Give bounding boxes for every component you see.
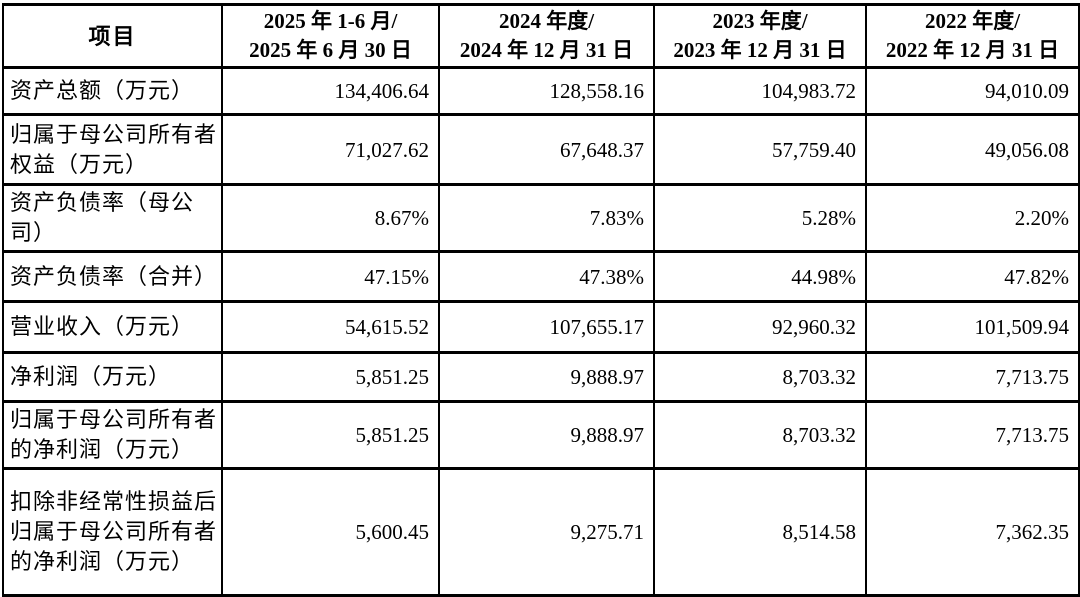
- row-value: 94,010.09: [865, 66, 1080, 116]
- table-row-debt-ratio-consolidated: 资产负债率（合并） 47.15% 47.38% 44.98% 47.82%: [2, 250, 1080, 303]
- row-value: 5,851.25: [221, 351, 440, 403]
- row-value: 8,703.32: [653, 400, 867, 470]
- row-value: 8,514.58: [653, 467, 867, 597]
- row-value: 44.98%: [653, 250, 867, 303]
- header-period-line1: 2022 年度/: [924, 9, 1021, 33]
- row-value: 67,648.37: [438, 113, 655, 186]
- row-value: 9,888.97: [438, 400, 655, 470]
- table-row-net-profit-parent: 归属于母公司所有者的净利润（万元） 5,851.25 9,888.97 8,70…: [2, 400, 1080, 470]
- row-value: 7.83%: [438, 183, 655, 253]
- row-value: 7,362.35: [865, 467, 1080, 597]
- header-period-line2: 2025 年 6 月 30 日: [249, 38, 412, 62]
- header-cell-period-2023: 2023 年度/ 2023 年 12 月 31 日: [653, 3, 867, 69]
- row-value: 5,600.45: [221, 467, 440, 597]
- row-value: 47.38%: [438, 250, 655, 303]
- row-value: 8,703.32: [653, 351, 867, 403]
- row-value: 134,406.64: [221, 66, 440, 116]
- row-label: 营业收入（万元）: [2, 300, 223, 354]
- row-value: 7,713.75: [865, 351, 1080, 403]
- row-value: 128,558.16: [438, 66, 655, 116]
- table-row-total-assets: 资产总额（万元） 134,406.64 128,558.16 104,983.7…: [2, 66, 1080, 116]
- row-value: 9,888.97: [438, 351, 655, 403]
- row-label: 归属于母公司所有者权益（万元）: [2, 113, 223, 186]
- row-value: 47.82%: [865, 250, 1080, 303]
- financial-summary-table-container: 项目 2025 年 1-6 月/ 2025 年 6 月 30 日 2024 年度…: [2, 3, 1080, 597]
- header-period-line1: 2024 年度/: [498, 9, 595, 33]
- header-period-line1: 2023 年度/: [712, 9, 808, 33]
- row-value: 104,983.72: [653, 66, 867, 116]
- table-row-operating-revenue: 营业收入（万元） 54,615.52 107,655.17 92,960.32 …: [2, 300, 1080, 354]
- row-value: 5,851.25: [221, 400, 440, 470]
- row-value: 54,615.52: [221, 300, 440, 354]
- row-value: 9,275.71: [438, 467, 655, 597]
- row-label: 资产负债率（合并）: [2, 250, 223, 303]
- row-label: 净利润（万元）: [2, 351, 223, 403]
- header-period-line2: 2024 年 12 月 31 日: [459, 38, 634, 62]
- row-label: 归属于母公司所有者的净利润（万元）: [2, 400, 223, 470]
- row-value: 49,056.08: [865, 113, 1080, 186]
- header-cell-item: 项目: [2, 3, 223, 69]
- header-row: 项目 2025 年 1-6 月/ 2025 年 6 月 30 日 2024 年度…: [2, 3, 1080, 69]
- table-row-net-profit-parent-excl-nonrecurring: 扣除非经常性损益后归属于母公司所有者的净利润（万元） 5,600.45 9,27…: [2, 467, 1080, 597]
- row-value: 92,960.32: [653, 300, 867, 354]
- row-value: 71,027.62: [221, 113, 440, 186]
- row-value: 101,509.94: [865, 300, 1080, 354]
- header-cell-period-2025: 2025 年 1-6 月/ 2025 年 6 月 30 日: [221, 3, 440, 69]
- table-row-debt-ratio-parent: 资产负债率（母公司） 8.67% 7.83% 5.28% 2.20%: [2, 183, 1080, 253]
- header-period-line2: 2023 年 12 月 31 日: [673, 38, 847, 62]
- table-row-net-profit: 净利润（万元） 5,851.25 9,888.97 8,703.32 7,713…: [2, 351, 1080, 403]
- row-value: 107,655.17: [438, 300, 655, 354]
- table-row-parent-equity: 归属于母公司所有者权益（万元） 71,027.62 67,648.37 57,7…: [2, 113, 1080, 186]
- row-value: 8.67%: [221, 183, 440, 253]
- header-item-label: 项目: [88, 23, 137, 49]
- header-period-line1: 2025 年 1-6 月/: [263, 9, 398, 33]
- header-cell-period-2022: 2022 年度/ 2022 年 12 月 31 日: [865, 3, 1080, 69]
- row-value: 7,713.75: [865, 400, 1080, 470]
- row-label: 资产总额（万元）: [2, 66, 223, 116]
- row-value: 2.20%: [865, 183, 1080, 253]
- row-label: 扣除非经常性损益后归属于母公司所有者的净利润（万元）: [2, 467, 223, 597]
- header-cell-period-2024: 2024 年度/ 2024 年 12 月 31 日: [438, 3, 655, 69]
- row-value: 57,759.40: [653, 113, 867, 186]
- row-value: 5.28%: [653, 183, 867, 253]
- row-value: 47.15%: [221, 250, 440, 303]
- row-label: 资产负债率（母公司）: [2, 183, 223, 253]
- financial-summary-table: 项目 2025 年 1-6 月/ 2025 年 6 月 30 日 2024 年度…: [2, 3, 1080, 597]
- header-period-line2: 2022 年 12 月 31 日: [885, 38, 1060, 62]
